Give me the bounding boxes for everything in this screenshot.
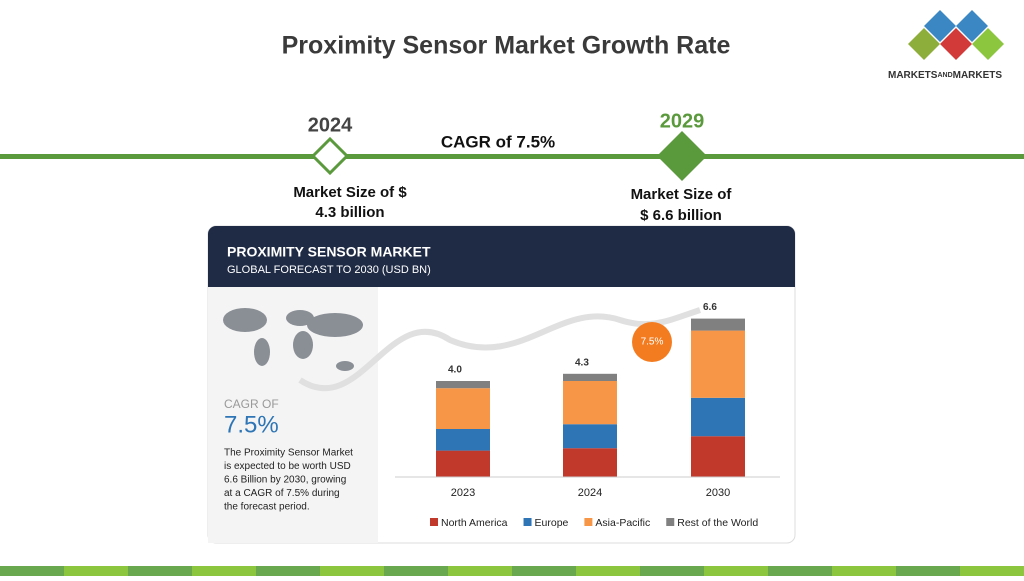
cagr-badge-label: 7.5% — [641, 337, 664, 348]
cagr-value: 7.5% — [224, 411, 279, 438]
legend-swatch — [666, 518, 675, 526]
end-size: Market Size of — [631, 186, 733, 203]
end-year: 2029 — [660, 110, 705, 132]
start-size: 4.3 billion — [315, 204, 384, 221]
logo-text: AND — [937, 72, 952, 79]
bar-segment — [436, 450, 490, 477]
cagr-text: CAGR of 7.5% — [441, 132, 555, 151]
bar-segment — [563, 373, 617, 381]
cagr-badge — [632, 322, 672, 362]
description-line: 6.6 Billion by 2030, growing — [224, 475, 346, 486]
legend-label: North America — [441, 517, 508, 529]
bar-segment — [691, 318, 745, 331]
legend-swatch — [523, 518, 532, 526]
description-line: at a CAGR of 7.5% during — [224, 488, 340, 499]
chart-subtitle: GLOBAL FORECAST TO 2030 (USD BN) — [227, 264, 431, 276]
legend-swatch — [584, 518, 593, 526]
bar-segment — [563, 381, 617, 425]
bar-segment — [436, 381, 490, 389]
legend-label: Asia-Pacific — [595, 517, 650, 529]
end-marker — [657, 131, 707, 181]
start-marker — [310, 136, 350, 176]
description-line: is expected to be worth USD — [224, 461, 351, 472]
bar-segment — [563, 424, 617, 449]
x-tick-label: 2023 — [451, 487, 475, 499]
svg-text:MARKETSANDMARKETS: MARKETSANDMARKETS — [888, 70, 1002, 81]
chart-title: PROXIMITY SENSOR MARKET — [227, 244, 431, 260]
legend-label: Rest of the World — [677, 517, 758, 529]
start-year: 2024 — [308, 114, 353, 136]
end-size: $ 6.6 billion — [640, 207, 722, 224]
title: Proximity Sensor Market Growth Rate — [282, 32, 731, 60]
bar-segment — [436, 388, 490, 429]
legend-swatch — [430, 518, 438, 526]
bar-segment — [691, 436, 745, 477]
total-label: 4.3 — [575, 357, 589, 368]
bar-segment — [691, 330, 745, 398]
bar-segment — [436, 429, 490, 451]
world-map — [223, 308, 363, 371]
cagr-label: CAGR OF — [224, 397, 279, 411]
description-line: the forecast period. — [224, 502, 310, 513]
logo-text: MARKETS — [953, 70, 1003, 81]
x-tick-label: 2030 — [706, 487, 730, 499]
x-tick-label: 2024 — [578, 487, 602, 499]
start-size: Market Size of $ — [293, 184, 407, 201]
timeline-line — [0, 154, 1024, 159]
bottom-stripe — [0, 566, 1024, 576]
chart-panel — [207, 225, 796, 544]
legend-label: Europe — [535, 517, 569, 529]
logo: MARKETSANDMARKETS — [888, 10, 1004, 81]
bar-segment — [563, 448, 617, 477]
total-label: 6.6 — [703, 302, 717, 313]
total-label: 4.0 — [448, 365, 462, 376]
bar-segment — [691, 397, 745, 437]
description: The Proximity Sensor Market is expected t… — [224, 448, 353, 513]
logo-text: MARKETS — [888, 70, 938, 81]
description-line: The Proximity Sensor Market — [224, 448, 353, 459]
